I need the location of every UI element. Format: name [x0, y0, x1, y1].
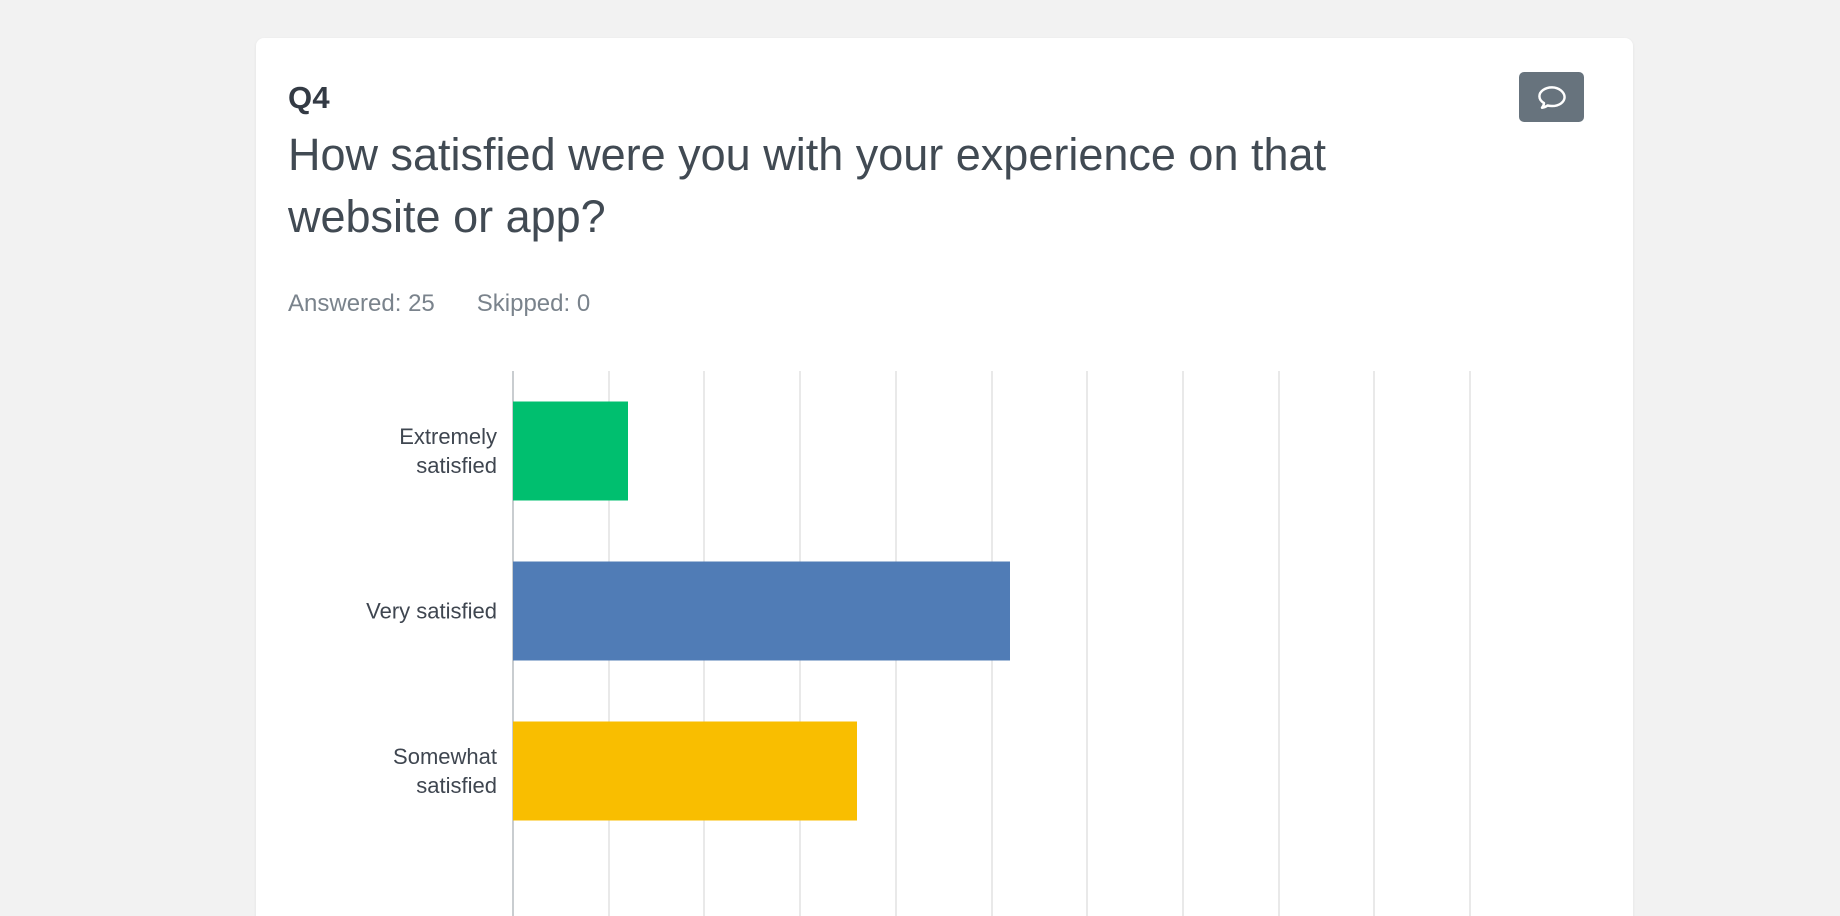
question-number: Q4: [288, 80, 330, 115]
speech-bubble-icon: [1536, 84, 1568, 111]
question-result-card: Q4 How satisfied were you with your expe…: [256, 38, 1633, 916]
bar[interactable]: [513, 561, 1011, 661]
bar-chart: Extremely satisfied Very satisfied Somewha…: [256, 371, 1633, 916]
chart-gridline: [1277, 371, 1280, 916]
category-label: Extremely satisfied: [399, 424, 497, 478]
bar-track: [513, 721, 1469, 821]
answered-value: 25: [408, 290, 435, 317]
response-stats: Answered: 25 Skipped: 0: [288, 290, 590, 318]
bar[interactable]: [513, 401, 628, 501]
bar-row: Extremely satisfied: [256, 371, 1633, 531]
bar-row: Very satisfied: [256, 531, 1633, 691]
chart-rows: Extremely satisfied Very satisfied Somewha…: [256, 371, 1633, 851]
answered-label: Answered:: [288, 290, 402, 317]
bar-track: [513, 401, 1469, 501]
chart-gridline: [1181, 371, 1184, 916]
skipped-label: Skipped:: [476, 290, 571, 317]
chart-gridline: [1086, 371, 1089, 916]
chart-gridline: [1373, 371, 1376, 916]
bar-track: [513, 561, 1469, 661]
bar-row: Somewhat satisfied: [256, 691, 1633, 851]
skipped-stat: Skipped: 0: [477, 290, 590, 318]
question-title: How satisfied were you with your experie…: [288, 129, 1327, 242]
answered-stat: Answered: 25: [288, 290, 435, 318]
category-label: Somewhat satisfied: [393, 744, 497, 798]
bar[interactable]: [513, 721, 858, 821]
category-label: Very satisfied: [366, 598, 497, 624]
skipped-value: 0: [576, 290, 591, 317]
add-comment-button[interactable]: [1519, 72, 1584, 122]
chart-gridline: [1469, 371, 1471, 916]
